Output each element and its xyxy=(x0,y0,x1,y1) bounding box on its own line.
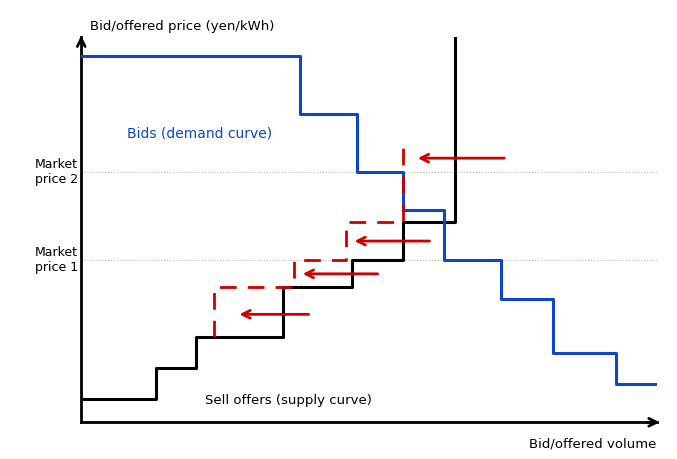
Text: Bids (demand curve): Bids (demand curve) xyxy=(127,127,272,141)
Text: Bid/offered price (yen/kWh): Bid/offered price (yen/kWh) xyxy=(90,20,274,33)
Text: Bid/offered volume: Bid/offered volume xyxy=(529,438,657,451)
Text: Sell offers (supply curve): Sell offers (supply curve) xyxy=(205,394,372,407)
Text: Market
price 2: Market price 2 xyxy=(35,157,79,186)
Text: Market
price 1: Market price 1 xyxy=(35,246,79,274)
